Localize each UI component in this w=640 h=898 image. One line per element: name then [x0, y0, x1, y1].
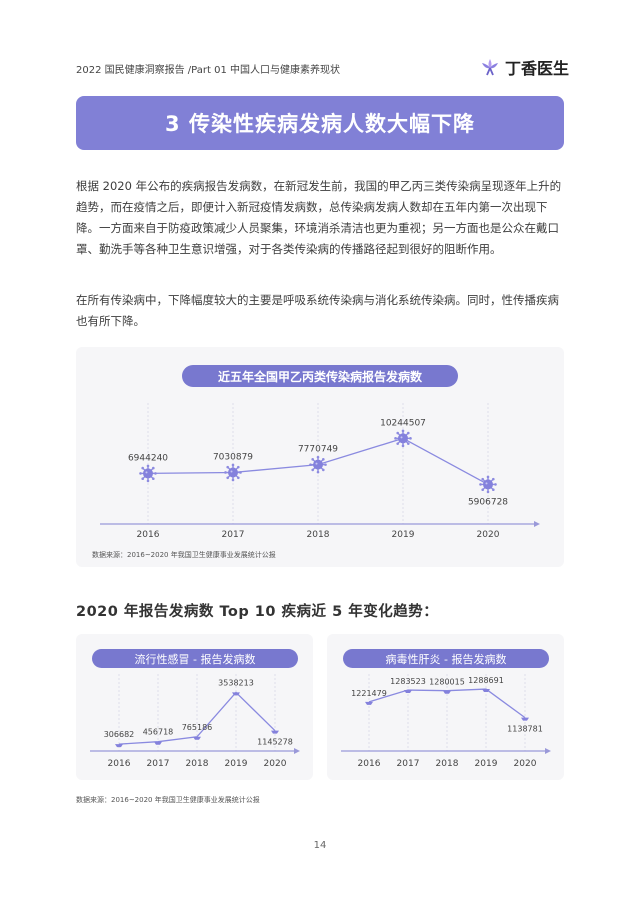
data-label: 456718 — [143, 728, 174, 737]
series-line — [118, 691, 276, 745]
data-point — [365, 701, 373, 705]
main-chart-source: 数据来源：2016~2020 年我国卫生健康事业发展统计公报 — [92, 551, 276, 559]
main-chart-card: 近五年全国甲乙丙类传染病报告发病数 6944240 7030879 7770749 1… — [76, 347, 564, 567]
data-point — [193, 736, 201, 740]
virus-icon — [309, 455, 327, 474]
sub-heading: 2020 年报告发病数 Top 10 疾病近 5 年变化趋势： — [76, 604, 439, 620]
data-point — [482, 689, 490, 693]
body-paragraph-1: 根据 2020 年公布的疾病报告发病数，在新冠发生前，我国的甲乙丙三类传染病呈现… — [76, 179, 562, 256]
section-title: 3 传染性疾病发病人数大幅下降 — [76, 96, 564, 150]
virus-icon — [139, 464, 157, 483]
hepatitis-chart-card: 病毒性肝炎 - 报告发病数 1221479 1283523 1280015 12886… — [327, 634, 564, 780]
body-paragraph-2: 在所有传染病中，下降幅度较大的主要是呼吸系统传染病与消化系统传染病。同时，性传播… — [76, 293, 559, 328]
data-label: 10244507 — [380, 418, 426, 428]
virus-icon — [394, 429, 412, 448]
x-axis-arrow — [294, 748, 300, 754]
data-point — [154, 741, 162, 745]
main-chart-title: 近五年全国甲乙丙类传染病报告发病数 — [182, 365, 458, 387]
data-point — [232, 692, 240, 696]
data-label: 3538213 — [218, 678, 254, 687]
data-point — [115, 744, 123, 748]
x-tick-label: 2019 — [475, 759, 498, 769]
data-label: 306682 — [104, 730, 135, 739]
data-point — [404, 690, 412, 694]
series-line — [368, 688, 526, 719]
data-label: 1283523 — [390, 677, 426, 686]
x-tick-label: 2019 — [392, 530, 415, 540]
data-label: 1288691 — [468, 676, 504, 685]
data-label: 765186 — [182, 723, 213, 732]
x-tick-label: 2017 — [147, 759, 170, 769]
brand-name: 丁香医生 — [505, 59, 570, 78]
x-tick-label: 2020 — [477, 530, 500, 540]
x-axis-arrow — [534, 521, 540, 527]
x-tick-label: 2016 — [358, 759, 381, 769]
x-tick-label: 2018 — [186, 759, 209, 769]
virus-icon — [224, 463, 242, 482]
page-number: 14 — [313, 840, 327, 851]
x-tick-label: 2016 — [137, 530, 160, 540]
data-label: 1280015 — [429, 678, 465, 687]
x-tick-label: 2017 — [222, 530, 245, 540]
x-tick-label: 2018 — [436, 759, 459, 769]
x-tick-label: 2020 — [514, 759, 537, 769]
clove-flower-icon — [482, 59, 498, 76]
data-point — [521, 717, 529, 721]
influenza-chart-title: 流行性感冒 - 报告发病数 — [92, 649, 298, 668]
x-tick-label: 2020 — [264, 759, 287, 769]
hepatitis-chart-title: 病毒性肝炎 - 报告发病数 — [343, 649, 549, 668]
x-axis-arrow — [545, 748, 551, 754]
x-tick-label: 2018 — [307, 530, 330, 540]
influenza-chart-svg: 306682 456718 765186 3538213 1145278 2016 2017… — [90, 674, 300, 769]
x-tick-label: 2019 — [225, 759, 248, 769]
brand-logo: 丁香医生 — [480, 55, 569, 79]
main-chart-svg: 6944240 7030879 7770749 10244507 5906728 2016… — [100, 403, 540, 540]
data-label: 7770749 — [298, 445, 338, 455]
virus-icon — [479, 475, 497, 494]
influenza-chart-card: 流行性感冒 - 报告发病数 306682 456718 765186 3538213 1… — [76, 634, 313, 780]
data-point — [443, 690, 451, 694]
data-label: 6944240 — [128, 453, 168, 463]
bottom-source: 数据来源：2016~2020 年我国卫生健康事业发展统计公报 — [76, 796, 260, 804]
x-tick-label: 2016 — [108, 759, 131, 769]
x-tick-label: 2017 — [397, 759, 420, 769]
data-label: 1221479 — [351, 689, 387, 698]
data-label: 1138781 — [507, 725, 543, 734]
data-label: 1145278 — [257, 738, 293, 747]
data-label: 5906728 — [468, 497, 508, 507]
report-header-title: 2022 国民健康洞察报告 /Part 01 中国人口与健康素养现状 — [76, 65, 340, 76]
data-point — [271, 730, 279, 734]
data-label: 7030879 — [213, 452, 253, 462]
